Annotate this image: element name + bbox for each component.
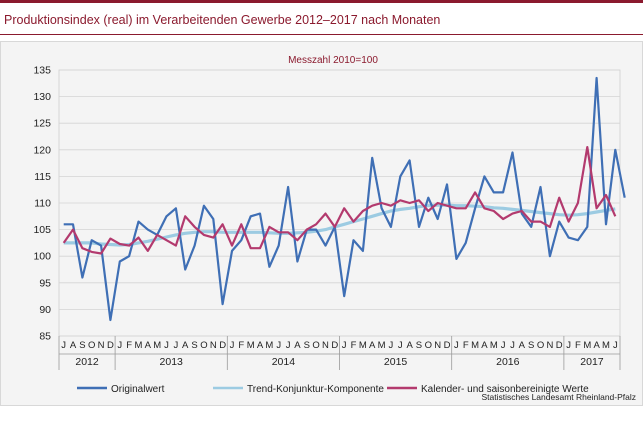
x-tick-label: N (434, 340, 441, 351)
y-tick-label: 130 (33, 91, 51, 103)
legend-item-bereinigt: Kalender- und saisonbereinigte Werte (421, 384, 589, 395)
x-tick-label: M (490, 340, 498, 351)
x-tick-label: N (98, 340, 105, 351)
x-tick-label: A (593, 340, 600, 351)
x-tick-label: A (145, 340, 152, 351)
chart-frame: Messzahl 2010=100 85 90 95 100 105 110 115 120 1… (0, 41, 643, 406)
x-tick-label: J (276, 340, 281, 351)
x-tick-label: S (416, 340, 422, 351)
x-tick-label: J (389, 340, 394, 351)
x-tick-label: M (135, 340, 143, 351)
x-tick-label: D (556, 340, 563, 351)
x-tick-label: N (322, 340, 329, 351)
x-tick-label: N (210, 340, 217, 351)
x-tick-label: J (613, 340, 618, 351)
x-tick-label: M (471, 340, 479, 351)
legend-item-trend: Trend-Konjunktur-Komponente (247, 384, 384, 395)
x-tick-label: D (331, 340, 338, 351)
x-tick-label: A (406, 340, 413, 351)
x-tick-label: O (200, 340, 207, 351)
top-accent-bar (0, 0, 643, 3)
x-tick-label: A (369, 340, 376, 351)
year-label: 2012 (75, 356, 99, 368)
year-label: 2016 (496, 356, 520, 368)
x-tick-label: F (238, 340, 244, 351)
x-tick-label: J (398, 340, 403, 351)
y-tick-label: 125 (33, 118, 51, 130)
x-tick-label: F (126, 340, 132, 351)
x-tick-label: M (378, 340, 386, 351)
source-note: Statistisches Landesamt Rheinland-Pfalz (481, 392, 637, 402)
chart-subtitle: Messzahl 2010=100 (288, 55, 378, 66)
year-label: 2015 (384, 356, 408, 368)
x-tick-label: F (463, 340, 469, 351)
x-tick-label: D (107, 340, 114, 351)
x-tick-label: D (219, 340, 226, 351)
y-tick-label: 95 (39, 277, 51, 289)
x-tick-label: J (174, 340, 179, 351)
x-tick-label: S (304, 340, 310, 351)
x-tick-label: J (61, 340, 66, 351)
x-tick-label: M (359, 340, 367, 351)
x-tick-label: S (79, 340, 85, 351)
y-tick-label: 115 (34, 171, 51, 183)
x-tick-label: O (425, 340, 432, 351)
series-line-bereinigt (62, 145, 617, 255)
x-tick-label: O (88, 340, 95, 351)
x-tick-label: A (519, 340, 526, 351)
page-title: Produktionsindex (real) im Verarbeitende… (4, 13, 441, 27)
y-tick-label: 135 (33, 65, 51, 77)
title-divider (0, 34, 643, 35)
x-tick-label: J (510, 340, 515, 351)
x-tick-label: J (286, 340, 291, 351)
y-tick-label: 100 (33, 251, 51, 263)
x-tick-label: O (537, 340, 544, 351)
x-tick-label: M (153, 340, 161, 351)
y-tick-label: 85 (39, 331, 51, 343)
y-axis-tick-labels: 85 90 95 100 105 110 115 120 125 130 135 (33, 65, 51, 343)
x-tick-label: M (247, 340, 255, 351)
x-tick-label: S (528, 340, 534, 351)
x-tick-label: D (444, 340, 451, 351)
x-tick-label: J (501, 340, 506, 351)
series-lines (62, 76, 626, 322)
x-tick-label: O (312, 340, 319, 351)
x-tick-label: M (583, 340, 591, 351)
x-tick-label: M (265, 340, 273, 351)
x-tick-label: S (191, 340, 197, 351)
x-tick-label: J (164, 340, 169, 351)
x-tick-label: J (566, 340, 571, 351)
x-tick-label: A (257, 340, 264, 351)
y-tick-label: 110 (34, 198, 51, 210)
legend-item-originalwert: Originalwert (111, 384, 165, 395)
x-tick-label: N (546, 340, 553, 351)
x-tick-label: A (182, 340, 189, 351)
year-label: 2017 (580, 356, 604, 368)
x-tick-label: J (454, 340, 459, 351)
legend: Originalwert Trend-Konjunktur-Komponente K… (77, 384, 589, 395)
y-tick-label: 120 (33, 144, 51, 156)
x-tick-label: A (294, 340, 301, 351)
y-tick-label: 90 (39, 304, 51, 316)
y-tick-label: 105 (33, 224, 51, 236)
x-tick-label: A (70, 340, 77, 351)
x-tick-label: M (602, 340, 610, 351)
x-tick-label: F (351, 340, 357, 351)
x-tick-label: A (481, 340, 488, 351)
x-tick-label: J (230, 340, 235, 351)
year-label: 2014 (272, 356, 296, 368)
line-chart: Messzahl 2010=100 85 90 95 100 105 110 115 120 1… (33, 55, 626, 395)
x-tick-label: J (117, 340, 122, 351)
x-tick-label: F (575, 340, 581, 351)
grid-lines (59, 96, 620, 310)
year-label: 2013 (160, 356, 184, 368)
x-tick-label: J (342, 340, 347, 351)
